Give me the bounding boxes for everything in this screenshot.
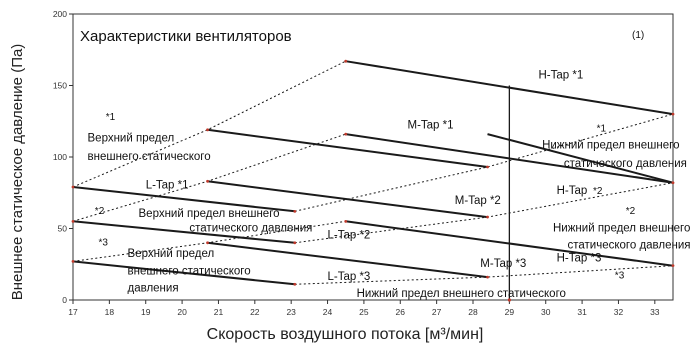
annotation-label: *2 bbox=[626, 206, 636, 217]
annotation-label: Нижний предел внешнего bbox=[553, 222, 690, 234]
x-tick-label: 20 bbox=[177, 307, 187, 317]
vertical-marker-point bbox=[507, 298, 511, 302]
annotation-label: *1 bbox=[106, 112, 116, 123]
annotation-label: L-Tap *3 bbox=[328, 271, 371, 283]
annotation-label: статического давления bbox=[568, 240, 690, 252]
annotation-label: Нижний предел внешнего статического bbox=[357, 288, 566, 300]
data-point bbox=[293, 241, 297, 245]
series-line-10 bbox=[72, 260, 295, 286]
annotation-label: H-Tap *3 bbox=[557, 252, 602, 264]
annotation-label: *3 bbox=[615, 271, 625, 282]
data-point bbox=[486, 165, 489, 169]
annotation-label: Нижний предел внешнего bbox=[542, 139, 679, 151]
x-tick-label: 24 bbox=[323, 307, 333, 317]
data-point bbox=[206, 128, 209, 132]
y-axis-label: Внешнее статическое давление (Па) bbox=[9, 44, 26, 301]
data-point bbox=[293, 209, 297, 213]
y-tick-label: 0 bbox=[62, 295, 67, 305]
annotation-label: M-Tap *3 bbox=[480, 258, 526, 270]
data-point bbox=[71, 185, 75, 189]
annotation-label: внешнего статического bbox=[88, 151, 211, 163]
series-line-9 bbox=[207, 241, 488, 279]
data-point bbox=[671, 264, 675, 268]
annotation-label: Верхний предел bbox=[128, 248, 215, 260]
chart-title: Характеристики вентиляторов bbox=[80, 28, 292, 45]
annotation-label: внешнего статического bbox=[128, 265, 251, 277]
marker-layer bbox=[507, 85, 511, 302]
y-tick-label: 50 bbox=[58, 224, 68, 234]
data-point bbox=[344, 59, 348, 63]
y-tick-label: 100 bbox=[53, 152, 67, 162]
annotation-label: Верхний предел bbox=[88, 132, 175, 144]
data-point bbox=[206, 179, 209, 183]
data-point bbox=[293, 282, 297, 286]
annotation-label: H-Tap bbox=[557, 185, 588, 197]
annotation-label: L-Tap *2 bbox=[328, 230, 371, 242]
annotation-label: *2 bbox=[593, 186, 603, 197]
x-axis-label: Скорость воздушного потока [м³/мин] bbox=[207, 326, 484, 343]
x-tick-label: 18 bbox=[105, 307, 115, 317]
data-point bbox=[671, 181, 675, 185]
annotation-label: L-Tap *1 bbox=[146, 180, 189, 192]
y-tick-label: 150 bbox=[53, 81, 67, 91]
x-tick-label: 27 bbox=[432, 307, 442, 317]
series-line-16 bbox=[294, 265, 674, 285]
x-tick-label: 29 bbox=[505, 307, 515, 317]
x-tick-label: 28 bbox=[468, 307, 478, 317]
x-tick-label: 19 bbox=[141, 307, 151, 317]
x-tick-label: 26 bbox=[396, 307, 406, 317]
series-line-4 bbox=[487, 133, 674, 184]
data-point bbox=[671, 112, 675, 116]
annotation-label: *2 bbox=[95, 206, 105, 217]
x-tick-label: 25 bbox=[359, 307, 369, 317]
x-tick-label: 31 bbox=[577, 307, 587, 317]
x-tick-label: 33 bbox=[650, 307, 660, 317]
annotation-label: *3 bbox=[99, 238, 109, 249]
x-tick-label: 21 bbox=[214, 307, 224, 317]
data-point bbox=[486, 215, 489, 219]
y-axis-ticks: 0 50 100 150 200 bbox=[53, 9, 73, 305]
series-line-3 bbox=[72, 186, 295, 213]
data-point bbox=[206, 241, 209, 245]
annotation-label: Верхний предел внешнего bbox=[139, 208, 280, 220]
x-tick-label: 32 bbox=[614, 307, 624, 317]
x-axis-ticks: 17 18 19 20 21 22 23 24 25 26 27 28 29 30 31 32 33 bbox=[68, 300, 660, 317]
annotation-layer: H-Tap *1 M-Tap *1 L-Tap *1 M-Tap *2 L-Tap *2… bbox=[88, 69, 690, 300]
y-tick-label: 200 bbox=[53, 9, 67, 19]
data-point bbox=[71, 259, 75, 263]
chart-note: (1) bbox=[632, 30, 644, 41]
annotation-label: статического давления bbox=[564, 158, 687, 170]
data-point bbox=[71, 219, 75, 223]
annotation-label: M-Tap *1 bbox=[408, 119, 454, 131]
annotation-label: H-Tap *1 bbox=[539, 69, 584, 81]
annotation-label: M-Tap *2 bbox=[455, 195, 501, 207]
x-tick-label: 22 bbox=[250, 307, 260, 317]
annotation-label: статического давления bbox=[189, 222, 312, 234]
series-line-7 bbox=[72, 220, 295, 244]
data-point bbox=[344, 132, 348, 136]
data-point bbox=[344, 219, 348, 223]
annotation-label: давления bbox=[128, 282, 179, 294]
x-tick-label: 23 bbox=[286, 307, 296, 317]
annotation-label: *1 bbox=[597, 123, 607, 134]
series-line-2 bbox=[207, 128, 488, 168]
data-point bbox=[486, 275, 489, 279]
series-layer bbox=[71, 59, 675, 286]
series-line-11 bbox=[72, 60, 346, 188]
x-tick-label: 17 bbox=[68, 307, 78, 317]
x-tick-label: 30 bbox=[541, 307, 551, 317]
